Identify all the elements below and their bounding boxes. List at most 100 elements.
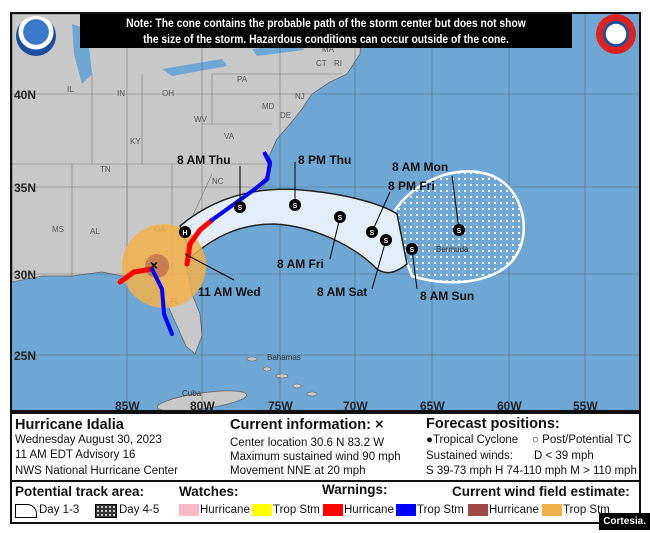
svg-text:CT: CT bbox=[316, 59, 327, 68]
svg-text:11 AM Wed: 11 AM Wed bbox=[198, 285, 261, 299]
svg-text:70W: 70W bbox=[343, 399, 368, 412]
graticule bbox=[12, 14, 639, 410]
track-line bbox=[184, 162, 460, 290]
svg-text:PA: PA bbox=[237, 75, 248, 84]
noaa-logo bbox=[16, 16, 56, 56]
movement: Movement NNE at 20 mph bbox=[230, 465, 366, 477]
svg-text:TN: TN bbox=[100, 165, 111, 174]
cone-note: Note: The cone contains the probable pat… bbox=[80, 14, 572, 48]
svg-text:S: S bbox=[238, 205, 243, 212]
svg-text:MS: MS bbox=[52, 225, 64, 234]
svg-text:55W: 55W bbox=[573, 399, 598, 412]
day13-label: Day 1-3 bbox=[39, 504, 80, 516]
svg-text:25N: 25N bbox=[14, 349, 36, 363]
svg-text:S: S bbox=[370, 230, 375, 237]
svg-text:MD: MD bbox=[262, 102, 275, 111]
ts-wind-swatch bbox=[542, 504, 562, 516]
place-labels: Bahamas Cuba Bermuda bbox=[182, 245, 469, 398]
hurricane-wind-swatch bbox=[468, 504, 488, 516]
info-panel: Hurricane Idalia Wednesday August 30, 20… bbox=[10, 412, 641, 482]
nws-logo bbox=[596, 14, 636, 54]
forecast-labels: 11 AM Wed 8 AM Thu 8 PM Thu 8 AM Fri 8 P… bbox=[177, 153, 474, 303]
svg-text:S: S bbox=[293, 203, 298, 210]
forecast-title: Forecast positions: bbox=[426, 416, 560, 432]
svg-text:H: H bbox=[182, 230, 187, 237]
svg-text:NJ: NJ bbox=[295, 92, 305, 101]
hurricane-warning-swatch bbox=[323, 504, 343, 516]
hurricane-wind-label: Hurricane bbox=[489, 504, 539, 516]
hurricane-watch-label: Hurricane bbox=[200, 504, 250, 516]
svg-text:8 AM Thu: 8 AM Thu bbox=[177, 153, 231, 167]
svg-text:60W: 60W bbox=[497, 399, 522, 412]
svg-text:IL: IL bbox=[67, 85, 74, 94]
day13-icon bbox=[15, 504, 37, 518]
post-tc-legend: ○ Post/Potential TC bbox=[532, 434, 631, 446]
note-line-1: Note: The cone contains the probable pat… bbox=[126, 16, 526, 30]
hurricane-wind-field bbox=[145, 254, 169, 278]
axis-labels: 40N 35N 30N 25N 85W 80W 75W 70W 65W 60W 55W bbox=[14, 88, 598, 412]
date: Wednesday August 30, 2023 bbox=[15, 434, 162, 446]
watches-title: Watches: bbox=[179, 484, 239, 499]
sustained-winds: Sustained winds: bbox=[426, 450, 513, 462]
advisory: 11 AM EDT Advisory 16 bbox=[15, 449, 136, 461]
current-info-title: Current information: × bbox=[230, 417, 384, 433]
center-location: Center location 30.6 N 83.2 W bbox=[230, 437, 385, 449]
svg-text:Bermuda: Bermuda bbox=[436, 245, 469, 254]
svg-text:IN: IN bbox=[117, 89, 125, 98]
svg-text:S: S bbox=[410, 247, 415, 254]
svg-text:85W: 85W bbox=[115, 399, 140, 412]
d-scale: D < 39 mph bbox=[534, 450, 594, 462]
storm-name: Hurricane Idalia bbox=[15, 417, 124, 433]
wind-field-title: Current wind field estimate: bbox=[452, 484, 630, 499]
svg-text:35N: 35N bbox=[14, 181, 36, 195]
svg-text:AL: AL bbox=[90, 227, 100, 236]
ts-watch-swatch bbox=[252, 504, 272, 516]
hurricane-warning-label: Hurricane bbox=[344, 504, 394, 516]
note-line-2: the size of the storm. Hazardous conditi… bbox=[143, 32, 509, 46]
svg-text:8 AM Sat: 8 AM Sat bbox=[317, 285, 367, 299]
svg-text:VA: VA bbox=[224, 132, 235, 141]
svg-text:8 AM Sun: 8 AM Sun bbox=[420, 289, 474, 303]
svg-text:OH: OH bbox=[162, 89, 174, 98]
max-wind: Maximum sustained wind 90 mph bbox=[230, 451, 401, 463]
svg-text:S: S bbox=[384, 238, 389, 245]
svg-text:8 PM Fri: 8 PM Fri bbox=[388, 179, 435, 193]
svg-text:MA: MA bbox=[322, 45, 335, 54]
hurricane-watch-swatch bbox=[179, 504, 199, 516]
svg-text:30N: 30N bbox=[14, 268, 36, 282]
ts-watch-label: Trop Stm bbox=[273, 504, 320, 516]
forecast-points: × H S S S S S S S bbox=[150, 199, 465, 273]
svg-text:75W: 75W bbox=[268, 399, 293, 412]
svg-text:RI: RI bbox=[334, 59, 342, 68]
filled-circle-icon: ● bbox=[426, 434, 433, 446]
day45-label: Day 4-5 bbox=[119, 504, 160, 516]
svg-text:8 AM Mon: 8 AM Mon bbox=[392, 160, 448, 174]
map: ILINOHPAMACTRINJMDDEWVVAKYTNNCGAALMSFL ×… bbox=[10, 12, 641, 412]
legend-panel: Potential track area: Day 1-3 Day 4-5 Wa… bbox=[10, 482, 641, 524]
svg-text:WV: WV bbox=[194, 115, 208, 124]
tc-label: Tropical Cyclone bbox=[432, 434, 519, 446]
track-area-title: Potential track area: bbox=[15, 484, 145, 499]
tc-legend: ●Tropical Cyclone bbox=[426, 434, 518, 446]
svg-text:Cuba: Cuba bbox=[182, 389, 202, 398]
credit: Cortesia. bbox=[599, 513, 650, 530]
svg-text:8 PM Thu: 8 PM Thu bbox=[298, 153, 351, 167]
ts-warning-label: Trop Stm bbox=[417, 504, 464, 516]
ts-wind-label: Trop Stm bbox=[563, 504, 610, 516]
issuing-center: NWS National Hurricane Center bbox=[15, 465, 178, 477]
ts-warning-swatch bbox=[396, 504, 416, 516]
svg-text:80W: 80W bbox=[190, 399, 215, 412]
svg-text:S: S bbox=[457, 228, 462, 235]
warnings-title: Warnings: bbox=[322, 482, 388, 497]
svg-text:KY: KY bbox=[130, 137, 141, 146]
svg-text:8 AM Fri: 8 AM Fri bbox=[277, 257, 324, 271]
current-position-x-icon: × bbox=[150, 257, 158, 273]
svg-text:S: S bbox=[338, 215, 343, 222]
great-lakes bbox=[72, 24, 304, 84]
open-circle-icon: ○ bbox=[532, 434, 543, 446]
day45-icon bbox=[95, 504, 117, 518]
svg-text:DE: DE bbox=[280, 111, 291, 120]
post-tc-label: Post/Potential TC bbox=[542, 434, 632, 446]
svg-text:65W: 65W bbox=[420, 399, 445, 412]
